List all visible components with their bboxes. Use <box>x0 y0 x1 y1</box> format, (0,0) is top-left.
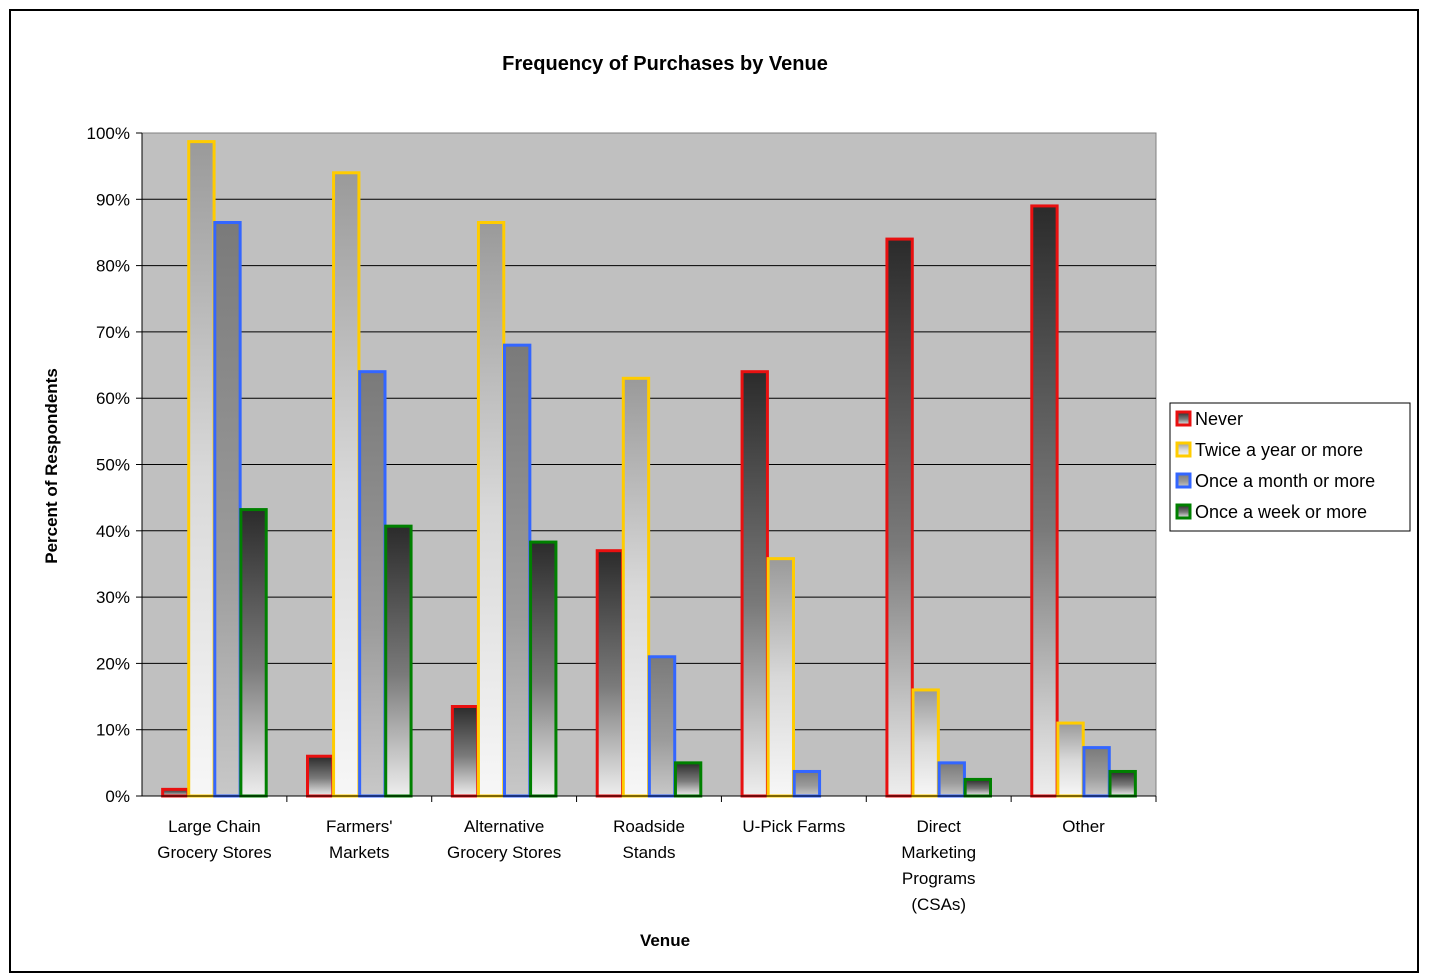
bar <box>673 761 703 798</box>
legend-swatch <box>1175 472 1192 489</box>
bar <box>1030 204 1059 798</box>
x-category-label: Roadside Stands <box>613 817 685 862</box>
x-category-label: Direct Marketing Programs (CSAs) <box>901 817 976 914</box>
bar <box>1082 746 1111 798</box>
bar <box>911 688 940 798</box>
x-category-label: Other <box>1062 817 1105 836</box>
chart-title: Frequency of Purchases by Venue <box>502 53 828 75</box>
bar <box>1108 769 1137 798</box>
bar <box>187 140 216 798</box>
legend-label: Once a month or more <box>1195 471 1375 491</box>
bar <box>621 376 651 798</box>
bar <box>384 524 413 798</box>
bar <box>503 343 532 798</box>
bar <box>885 237 914 798</box>
bar <box>963 777 993 798</box>
chart-frame: Frequency of Purchases by Venue 0% 10% 20%… <box>9 9 1419 973</box>
y-tick-label: 50% <box>96 456 130 475</box>
bar <box>161 787 190 798</box>
legend-label: Twice a year or more <box>1195 440 1363 460</box>
x-category-labels: Large Chain Grocery Stores Farmers' Markets… <box>157 817 1105 914</box>
legend-swatch <box>1175 503 1192 520</box>
bar <box>239 508 268 798</box>
legend: Never Twice a year or more Once a month or… <box>1169 402 1411 532</box>
y-tick-label: 70% <box>96 323 130 342</box>
chart: Frequency of Purchases by Venue 0% 10% 20%… <box>42 53 1411 950</box>
bar <box>213 221 242 798</box>
bar <box>595 549 625 798</box>
bar <box>306 754 335 798</box>
legend-swatch <box>1175 441 1192 458</box>
legend-box <box>1169 402 1411 532</box>
legend-swatch <box>1175 410 1192 427</box>
bar <box>792 769 822 798</box>
bar <box>358 370 387 798</box>
y-tick-label: 100% <box>87 124 130 143</box>
bar <box>1056 721 1085 798</box>
bar <box>529 540 558 798</box>
y-tick-label: 10% <box>96 721 130 740</box>
bar <box>766 557 795 798</box>
y-tick-label: 60% <box>96 389 130 408</box>
x-axis-title: Venue <box>640 931 690 950</box>
x-category-label: Large Chain Grocery Stores <box>157 817 271 862</box>
y-tick-label: 40% <box>96 522 130 541</box>
y-tick-labels: 0% 10% 20% 30% 40% 50% 60% 70% 80% 90% 100% <box>87 124 130 806</box>
bar <box>450 705 480 798</box>
bar <box>332 171 361 798</box>
y-tick-label: 0% <box>105 787 130 806</box>
y-tick-label: 20% <box>96 654 130 673</box>
bar <box>476 221 506 798</box>
axes <box>136 132 1157 802</box>
x-category-label: Farmers' Markets <box>326 817 393 862</box>
bar <box>740 370 769 798</box>
legend-label: Once a week or more <box>1195 502 1367 522</box>
x-category-label: Alternative Grocery Stores <box>447 817 561 862</box>
y-axis-title: Percent of Respondents <box>42 368 61 564</box>
bars <box>161 140 1137 798</box>
y-tick-label: 30% <box>96 588 130 607</box>
y-tick-label: 90% <box>96 190 130 209</box>
y-tick-label: 80% <box>96 257 130 276</box>
bar <box>647 655 677 798</box>
legend-label: Never <box>1195 409 1243 429</box>
bar <box>937 761 966 798</box>
x-category-label: U-Pick Farms <box>742 817 845 836</box>
